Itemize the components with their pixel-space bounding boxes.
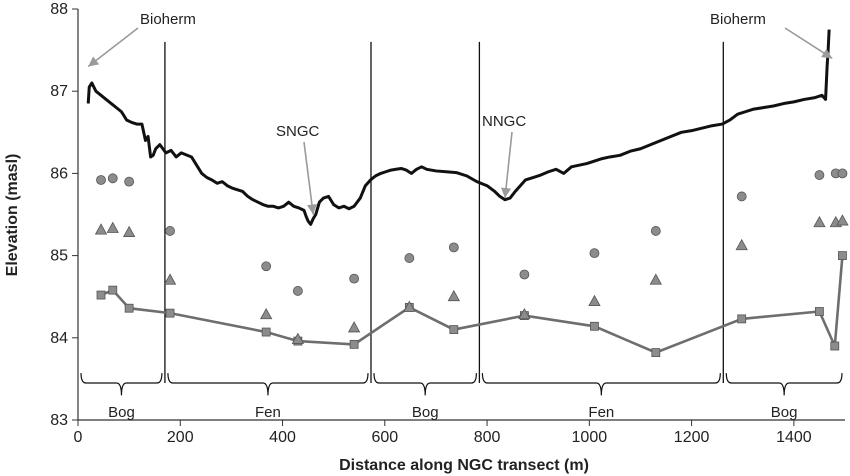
circle-point <box>165 226 175 236</box>
triangle-point <box>403 300 416 312</box>
triangle-point <box>447 289 461 302</box>
circle-point <box>404 253 415 263</box>
circle-point <box>124 176 135 187</box>
annotation-bioherm: Bioherm <box>710 11 766 28</box>
triangle-point <box>291 332 305 344</box>
square-point <box>96 290 106 300</box>
circle-point <box>814 170 825 180</box>
triangle-point <box>163 273 177 285</box>
x-axis-title: Distance along NGC transect (m) <box>339 457 589 474</box>
square-point <box>651 348 661 357</box>
annotation-arrowhead <box>501 187 511 199</box>
x-tick-label: 1000 <box>572 429 608 446</box>
triangle-point <box>735 238 748 251</box>
zone-brace <box>373 373 477 396</box>
annotation-arrow <box>87 27 139 68</box>
y-tick-label: 83 <box>50 412 68 429</box>
triangle-point <box>259 307 273 320</box>
x-tick-label: 400 <box>269 429 296 446</box>
zone-brace <box>481 373 721 396</box>
y-tick-label: 87 <box>50 83 68 100</box>
zone-label-bog: Bog <box>108 404 135 421</box>
annotation-arrowhead <box>821 48 833 59</box>
zone-brace <box>80 373 163 396</box>
triangle-point <box>813 215 826 228</box>
annotation-arrowhead <box>88 56 100 67</box>
annotation-bioherm: Bioherm <box>140 11 196 28</box>
square-point <box>737 314 747 324</box>
x-tick-label: 1200 <box>674 429 710 446</box>
square-point <box>449 325 459 334</box>
circle-point <box>837 168 848 179</box>
x-tick-label: 200 <box>167 429 194 446</box>
y-tick-label: 84 <box>50 330 68 347</box>
circle-point <box>349 273 360 284</box>
zone-label-fen: Fen <box>588 404 614 421</box>
x-tick-label: 600 <box>371 429 398 446</box>
x-tick-label: 800 <box>474 429 501 446</box>
square-point <box>830 341 840 351</box>
y-tick-label: 86 <box>50 165 68 182</box>
square-series-line <box>100 255 844 355</box>
circle-point <box>519 269 530 280</box>
triangle-point <box>518 307 531 320</box>
zone-boundaries <box>164 41 724 384</box>
zone-label-bog: Bog <box>412 404 439 421</box>
square-point <box>838 251 847 261</box>
circle-point <box>96 175 106 185</box>
zone-brace <box>167 373 369 396</box>
triangle-point <box>649 273 662 285</box>
square-point <box>261 327 271 337</box>
circle-point <box>650 226 661 236</box>
square-point <box>815 307 824 316</box>
series-layer <box>94 168 849 357</box>
x-tick-label: 1400 <box>776 429 812 446</box>
annotation-sngc: SNGC <box>276 123 320 140</box>
triangle-point <box>106 221 119 233</box>
circle-point <box>261 261 272 272</box>
triangle-point <box>122 225 136 237</box>
triangle-point <box>836 214 849 226</box>
circle-point <box>736 191 747 202</box>
square-point <box>165 308 175 318</box>
zone-brace <box>725 373 843 396</box>
y-tick-label: 88 <box>50 1 68 18</box>
y-axis-title: Elevation (masl) <box>4 154 21 277</box>
zone-label-fen: Fen <box>255 404 281 421</box>
square-point <box>108 285 118 295</box>
annotation-arrow <box>303 141 315 215</box>
annotation-arrow <box>504 131 513 199</box>
surface-profile-layer <box>86 29 831 226</box>
surface-profile-line <box>86 29 831 226</box>
triangle-point <box>588 294 601 307</box>
square-point <box>349 339 359 349</box>
triangle-point <box>347 321 361 333</box>
circle-point <box>292 286 303 296</box>
zone-label-bog: Bog <box>771 404 798 421</box>
zone-braces: Bog Fen Bog Fen Bog <box>80 373 843 421</box>
circle-point <box>589 248 600 259</box>
annotation-nngc: NNGC <box>482 113 526 130</box>
circle-point <box>107 173 118 184</box>
annotations: Bioherm SNGC NNGC Bioherm <box>87 11 833 215</box>
y-tick-label: 85 <box>50 248 68 265</box>
square-point <box>124 303 134 313</box>
axes: 83 84 85 86 87 88 0 200 400 600 800 1000 1200 1400 <box>50 1 845 446</box>
circle-point <box>448 242 459 253</box>
x-tick-label: 0 <box>74 429 83 446</box>
triangle-point <box>94 223 108 235</box>
square-point <box>590 321 599 331</box>
annotation-arrowhead <box>306 203 317 215</box>
